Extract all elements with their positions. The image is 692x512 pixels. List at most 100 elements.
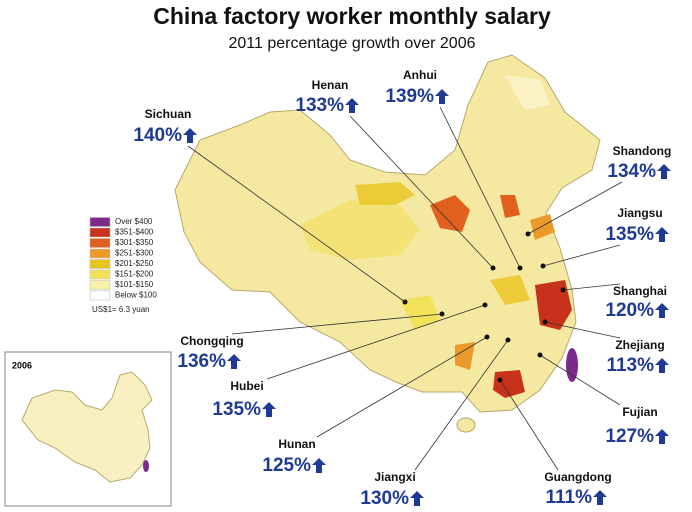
province-name: Sichuan xyxy=(145,107,192,121)
title: China factory worker monthly salary xyxy=(153,3,551,29)
legend-label: $251-$300 xyxy=(115,249,154,258)
province-name: Guangdong xyxy=(544,470,611,484)
legend-swatch xyxy=(89,259,111,269)
province-name: Anhui xyxy=(403,68,437,82)
province-dot xyxy=(484,334,490,340)
inset-label: 2006 xyxy=(12,360,32,370)
legend-label: $301-$350 xyxy=(115,238,154,247)
legend-swatch xyxy=(89,280,111,290)
region xyxy=(535,280,572,330)
up-arrow xyxy=(435,89,449,104)
leader-line xyxy=(316,336,488,438)
region xyxy=(430,195,470,232)
legend-swatch xyxy=(89,238,111,248)
legend-label: $201-$250 xyxy=(115,259,154,268)
region xyxy=(400,295,440,330)
region xyxy=(355,182,415,205)
region xyxy=(493,370,525,398)
inset-taiwan xyxy=(143,460,149,472)
up-arrow xyxy=(262,402,276,417)
leader-line xyxy=(266,304,486,380)
province-growth: 136% xyxy=(177,351,226,372)
china-map xyxy=(174,54,601,433)
province-growth: 135% xyxy=(212,399,261,420)
leader-line xyxy=(539,354,621,406)
up-arrow xyxy=(655,358,669,373)
leader-line xyxy=(499,379,559,471)
province-growth: 134% xyxy=(607,161,656,182)
legend-swatch xyxy=(89,248,111,259)
province-growth: 140% xyxy=(133,125,182,146)
province-labels: Sichuan 140% Henan 133% Anhui 139% Shandong 134… xyxy=(133,68,671,509)
province-growth: 111% xyxy=(546,487,593,508)
province-growth: 125% xyxy=(262,455,311,476)
province-dot xyxy=(497,377,503,383)
region xyxy=(530,214,555,240)
province-name: Jiangxi xyxy=(374,470,415,484)
province-dot xyxy=(482,302,488,308)
province-dot xyxy=(490,265,496,271)
leader-line xyxy=(544,321,621,339)
up-arrow xyxy=(655,429,669,444)
legend-label: Below $100 xyxy=(115,291,157,300)
region xyxy=(455,342,475,370)
up-arrow xyxy=(410,491,424,506)
legend-label: Over $400 xyxy=(115,217,153,226)
province-dot xyxy=(517,265,523,271)
region xyxy=(490,275,530,305)
province-name: Fujian xyxy=(622,405,657,419)
legend: Over $400 $351-$400$301-$350 $251-$300$201… xyxy=(89,217,157,314)
inset-mainland xyxy=(21,371,153,483)
taiwan xyxy=(566,348,578,382)
province-name: Chongqing xyxy=(180,334,243,348)
up-arrow xyxy=(183,128,197,143)
province-name: Shandong xyxy=(613,144,672,158)
province-dot xyxy=(540,263,546,269)
up-arrow xyxy=(593,490,607,505)
legend-note: US$1= 6.3 yuan xyxy=(92,305,150,314)
province-name: Zhejiang xyxy=(615,338,664,352)
region xyxy=(505,75,550,110)
leader-line xyxy=(231,313,443,335)
hainan xyxy=(456,417,476,433)
up-arrow xyxy=(657,164,671,179)
province-dot xyxy=(439,311,445,317)
legend-label: $101-$150 xyxy=(115,280,154,289)
inset: 2006 xyxy=(4,351,172,507)
province-name: Jiangsu xyxy=(617,206,662,220)
leader-line xyxy=(439,106,521,269)
leader-line xyxy=(414,339,509,471)
province-name: Shanghai xyxy=(613,284,667,298)
leader-line xyxy=(187,145,406,303)
up-arrow xyxy=(655,227,669,242)
province-growth: 127% xyxy=(605,426,654,447)
province-growth: 113% xyxy=(606,355,654,376)
leader-line xyxy=(542,244,621,267)
province-name: Hubei xyxy=(230,379,263,393)
leader-line xyxy=(562,283,621,291)
legend-label: $151-$200 xyxy=(115,270,154,279)
province-growth: 130% xyxy=(360,488,409,509)
subtitle: 2011 percentage growth over 2006 xyxy=(229,35,476,52)
leader-line xyxy=(527,181,623,235)
province-name: Hunan xyxy=(278,437,315,451)
province-name: Henan xyxy=(312,78,349,92)
region xyxy=(500,195,520,218)
up-arrow xyxy=(312,458,326,473)
province-growth: 120% xyxy=(605,300,654,321)
province-growth: 133% xyxy=(295,95,344,116)
up-arrow xyxy=(655,303,669,318)
province-growth: 135% xyxy=(605,224,654,245)
up-arrow xyxy=(227,354,241,369)
province-dot xyxy=(560,287,566,293)
province-dot xyxy=(402,299,408,305)
legend-label: $351-$400 xyxy=(115,228,154,237)
legend-swatch xyxy=(89,290,111,301)
up-arrow xyxy=(345,98,359,113)
province-dot xyxy=(537,352,543,358)
leader-line xyxy=(349,115,494,269)
legend-swatch xyxy=(89,227,111,238)
province-growth: 139% xyxy=(385,86,434,107)
province-dot xyxy=(542,319,548,325)
